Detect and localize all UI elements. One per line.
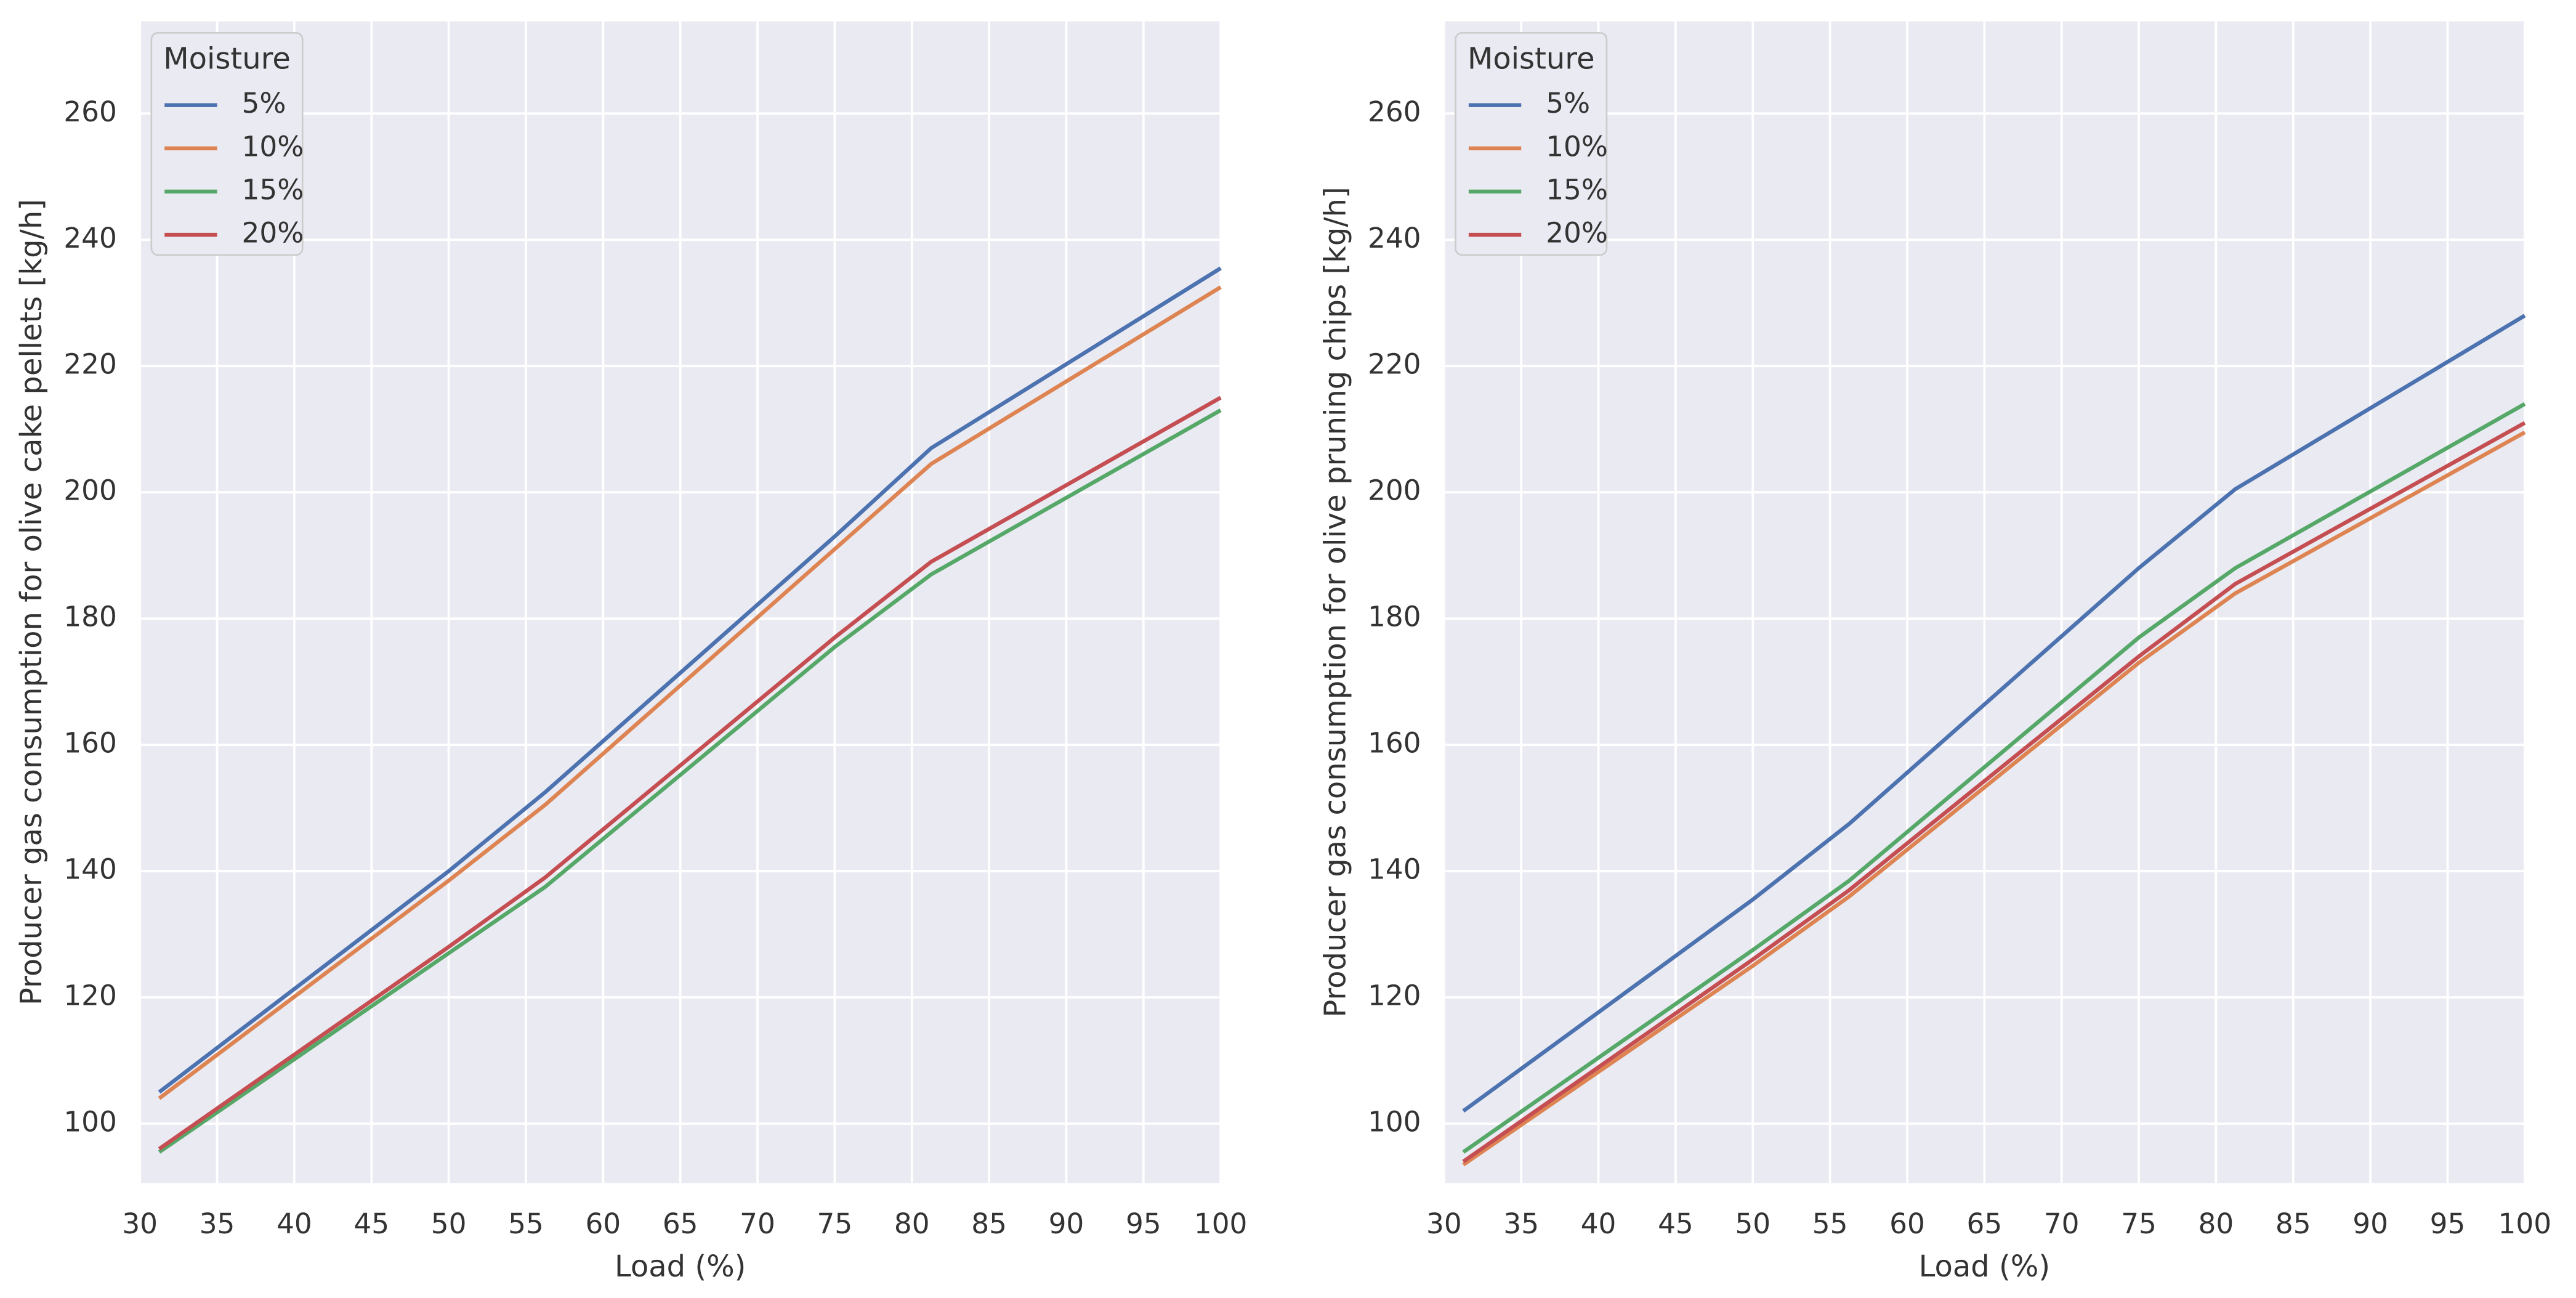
y-tick-label: 200 bbox=[1368, 474, 1421, 507]
line bbox=[158, 285, 1222, 1100]
y-tick-label: 100 bbox=[1368, 1105, 1421, 1138]
x-tick-label: 65 bbox=[1967, 1207, 2003, 1240]
x-tick-label: 75 bbox=[817, 1207, 853, 1240]
line bbox=[158, 408, 1222, 1154]
x-tick-label: 55 bbox=[1812, 1207, 1848, 1240]
legend-label: 10% bbox=[1546, 130, 1608, 163]
line bbox=[1462, 431, 2526, 1167]
legend-label: 15% bbox=[242, 173, 304, 206]
x-tick-label: 70 bbox=[740, 1207, 775, 1240]
x-axis-label: Load (%) bbox=[615, 1249, 746, 1284]
line bbox=[158, 395, 1222, 1151]
x-tick-label: 90 bbox=[2352, 1207, 2388, 1240]
x-tick-label: 100 bbox=[2498, 1207, 2552, 1240]
y-tick-label: 180 bbox=[1368, 601, 1421, 633]
x-tick-label: 60 bbox=[585, 1207, 621, 1240]
x-tick-label: 95 bbox=[1126, 1207, 1161, 1240]
x-tick-label: 35 bbox=[1503, 1207, 1539, 1240]
legend-title: Moisture bbox=[1468, 42, 1595, 76]
line bbox=[1462, 314, 2526, 1113]
y-tick-label: 220 bbox=[1368, 348, 1421, 381]
legend-box bbox=[1455, 32, 1608, 256]
legend-label: 10% bbox=[242, 130, 304, 163]
legend-label: 15% bbox=[1546, 173, 1608, 206]
y-tick-label: 160 bbox=[63, 727, 117, 760]
y-tick-label: 120 bbox=[1368, 980, 1421, 1012]
line bbox=[158, 266, 1222, 1094]
x-tick-label: 95 bbox=[2430, 1207, 2466, 1240]
x-tick-label: 60 bbox=[1889, 1207, 1925, 1240]
x-tick-label: 45 bbox=[1658, 1207, 1694, 1240]
x-tick-label: 50 bbox=[1735, 1207, 1770, 1240]
x-tick-label: 30 bbox=[122, 1207, 158, 1240]
y-tick-label: 240 bbox=[63, 222, 117, 254]
x-tick-label: 55 bbox=[508, 1207, 544, 1240]
y-tick-label: 240 bbox=[1368, 222, 1421, 254]
x-tick-label: 85 bbox=[2275, 1207, 2311, 1240]
x-tick-label: 80 bbox=[2198, 1207, 2234, 1240]
x-tick-label: 40 bbox=[1581, 1207, 1617, 1240]
x-tick-label: 30 bbox=[1426, 1207, 1462, 1240]
x-tick-label: 40 bbox=[277, 1207, 312, 1240]
y-tick-label: 260 bbox=[1368, 95, 1421, 128]
y-tick-label: 100 bbox=[63, 1105, 117, 1138]
y-tick-label: 140 bbox=[1368, 853, 1421, 886]
line bbox=[1462, 402, 2526, 1154]
x-tick-label: 80 bbox=[894, 1207, 930, 1240]
legend-label: 5% bbox=[242, 87, 286, 120]
y-axis-label: Producer gas consumption for olive pruni… bbox=[1318, 187, 1353, 1017]
line bbox=[1462, 421, 2526, 1164]
y-tick-label: 260 bbox=[63, 95, 117, 128]
legend-label: 5% bbox=[1546, 87, 1590, 120]
legend-label: 20% bbox=[242, 217, 304, 249]
y-tick-label: 200 bbox=[63, 474, 117, 507]
y-tick-label: 120 bbox=[63, 980, 117, 1012]
x-tick-label: 100 bbox=[1194, 1207, 1248, 1240]
legend-box bbox=[150, 32, 304, 256]
x-axis-label: Load (%) bbox=[1919, 1249, 2050, 1284]
x-tick-label: 90 bbox=[1049, 1207, 1084, 1240]
x-tick-label: 65 bbox=[663, 1207, 698, 1240]
y-tick-label: 140 bbox=[63, 853, 117, 886]
y-tick-label: 220 bbox=[63, 348, 117, 381]
x-tick-label: 45 bbox=[353, 1207, 389, 1240]
x-tick-label: 75 bbox=[2121, 1207, 2157, 1240]
x-tick-label: 50 bbox=[431, 1207, 467, 1240]
y-axis-label: Producer gas consumption for olive cake … bbox=[14, 199, 49, 1005]
y-tick-label: 180 bbox=[63, 601, 117, 633]
legend-label: 20% bbox=[1546, 217, 1608, 249]
y-tick-label: 160 bbox=[1368, 727, 1421, 760]
legend-title: Moisture bbox=[163, 42, 291, 76]
x-tick-label: 35 bbox=[200, 1207, 235, 1240]
x-tick-label: 85 bbox=[971, 1207, 1007, 1240]
x-tick-label: 70 bbox=[2044, 1207, 2080, 1240]
